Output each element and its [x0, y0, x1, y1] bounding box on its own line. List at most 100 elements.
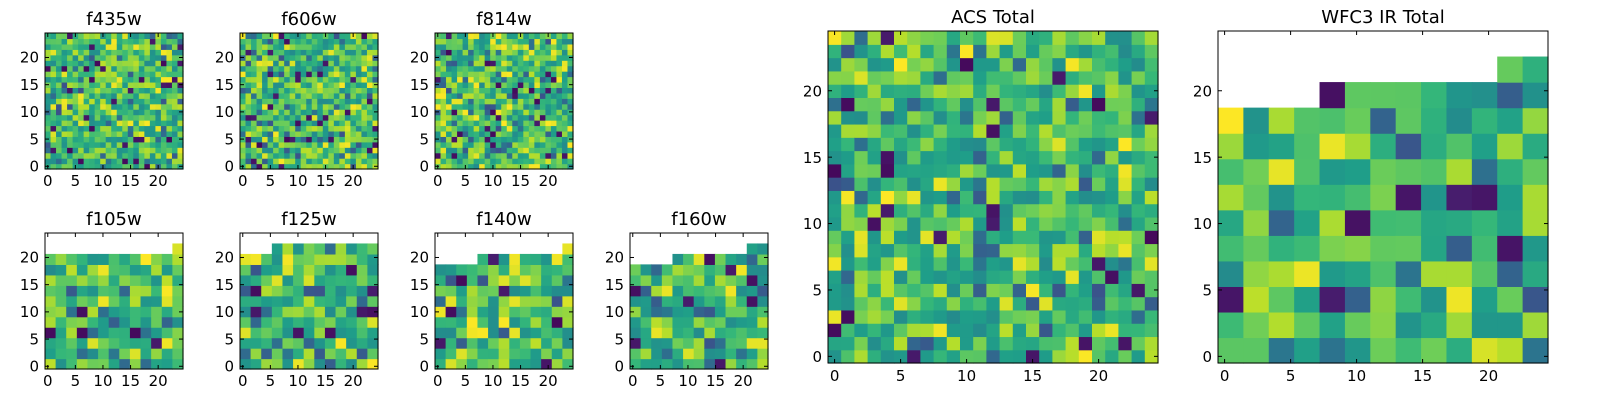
- heatmap-cell: [322, 120, 329, 127]
- heatmap-cell: [267, 49, 274, 56]
- heatmap-cell: [240, 358, 252, 370]
- heatmap-cell: [457, 163, 464, 170]
- heatmap-cell: [1078, 84, 1093, 98]
- heatmap-cell: [736, 348, 748, 360]
- heatmap-cell: [138, 33, 145, 40]
- heatmap-cell: [271, 243, 284, 255]
- heatmap-cell: [284, 33, 291, 40]
- heatmap-cell: [155, 92, 162, 99]
- heatmap-cell: [999, 110, 1014, 125]
- heatmap-cell: [457, 152, 464, 159]
- heatmap-cell: [344, 120, 351, 127]
- heatmap-cell: [490, 158, 497, 165]
- heatmap-cell: [311, 92, 318, 99]
- heatmap-cell: [1039, 163, 1053, 178]
- heatmap-cell: [725, 337, 737, 349]
- y-tick-label: 0: [29, 358, 39, 376]
- heatmap-cell: [98, 264, 110, 276]
- heatmap-cell: [1026, 203, 1040, 218]
- heatmap-cell: [446, 33, 453, 40]
- heatmap-cell: [361, 98, 368, 105]
- heatmap-cell: [361, 60, 368, 67]
- heatmap-cell: [1052, 256, 1067, 271]
- heatmap-cell: [94, 76, 101, 83]
- heatmap-cell: [446, 147, 453, 154]
- heatmap-cell: [111, 136, 118, 143]
- heatmap-cell: [907, 163, 921, 178]
- heatmap-cell: [311, 130, 318, 137]
- heatmap-cell: [1105, 123, 1119, 138]
- heatmap-cell: [517, 43, 524, 50]
- heatmap-cell: [83, 103, 90, 110]
- heatmap-cell: [457, 43, 464, 50]
- heatmap-cell: [446, 38, 453, 45]
- heatmap-cell: [1078, 44, 1093, 59]
- heatmap-cell: [344, 130, 351, 137]
- heatmap-cell: [61, 71, 68, 78]
- heatmap-cell: [72, 81, 79, 88]
- heatmap-cell: [530, 348, 542, 360]
- heatmap-cell: [894, 283, 908, 298]
- heatmap-cell: [105, 81, 112, 88]
- heatmap-cell: [1243, 311, 1270, 339]
- heatmap-cell: [867, 309, 882, 324]
- heatmap-cell: [322, 147, 329, 154]
- heatmap-cell: [545, 87, 552, 94]
- heatmap-cell: [300, 147, 307, 154]
- heatmap-cell: [1078, 336, 1093, 351]
- heatmap-cell: [138, 163, 145, 170]
- heatmap-cell: [284, 125, 291, 132]
- heatmap-cell: [372, 49, 379, 56]
- heatmap-cell: [144, 49, 151, 56]
- heatmap-cell: [1294, 286, 1321, 313]
- heatmap-cell: [541, 274, 553, 286]
- heatmap-cell: [466, 295, 479, 307]
- heatmap-cell: [473, 152, 480, 159]
- heatmap-cell: [986, 44, 1001, 59]
- heatmap-cell: [550, 92, 558, 99]
- heatmap-cell: [155, 60, 162, 67]
- heatmap-cells: [240, 243, 379, 370]
- heatmap-cell: [567, 60, 574, 67]
- heatmap-cell: [488, 358, 500, 370]
- heatmap-cell: [250, 358, 262, 370]
- heatmap-cell: [295, 109, 302, 116]
- heatmap-cell: [366, 65, 374, 72]
- heatmap-cell: [468, 136, 475, 143]
- heatmap-cell: [94, 54, 101, 61]
- heatmap-cell: [1052, 203, 1067, 218]
- heatmap-cell: [528, 49, 535, 56]
- heatmap-cell: [366, 98, 374, 105]
- heatmap-cell: [289, 109, 296, 116]
- heatmap-cell: [256, 114, 263, 121]
- heatmap-cell: [344, 147, 351, 154]
- heatmap-cell: [50, 60, 57, 67]
- heatmap-cell: [367, 243, 379, 255]
- heatmap-cell: [973, 110, 987, 125]
- heatmap-cell: [1131, 84, 1146, 98]
- heatmap-cell: [356, 348, 368, 360]
- heatmap-cell: [1026, 163, 1040, 178]
- heatmap-cell: [149, 147, 156, 154]
- heatmap-cell: [894, 243, 908, 258]
- heatmap-cell: [72, 103, 79, 110]
- heatmap-cell: [155, 76, 162, 83]
- heatmap-cell: [140, 306, 152, 318]
- heatmap-cell: [672, 327, 684, 339]
- heatmap-cell: [55, 306, 67, 318]
- heatmap-cell: [880, 349, 895, 364]
- heatmap-cell: [355, 147, 363, 154]
- heatmap-cell: [1144, 57, 1159, 72]
- heatmap-cell: [105, 130, 112, 137]
- heatmap-cell: [346, 274, 358, 286]
- heatmap-cell: [468, 163, 475, 170]
- x-tick-label: 15: [1413, 367, 1432, 385]
- heatmap-cell: [683, 285, 695, 297]
- heatmap-cell: [498, 264, 510, 276]
- heatmap-cell: [867, 283, 882, 298]
- heatmap-cell: [87, 327, 99, 339]
- heatmap-cell: [144, 76, 151, 83]
- heatmap-cell: [479, 33, 486, 40]
- heatmap-cell: [933, 270, 948, 284]
- heatmap-cell: [240, 130, 247, 137]
